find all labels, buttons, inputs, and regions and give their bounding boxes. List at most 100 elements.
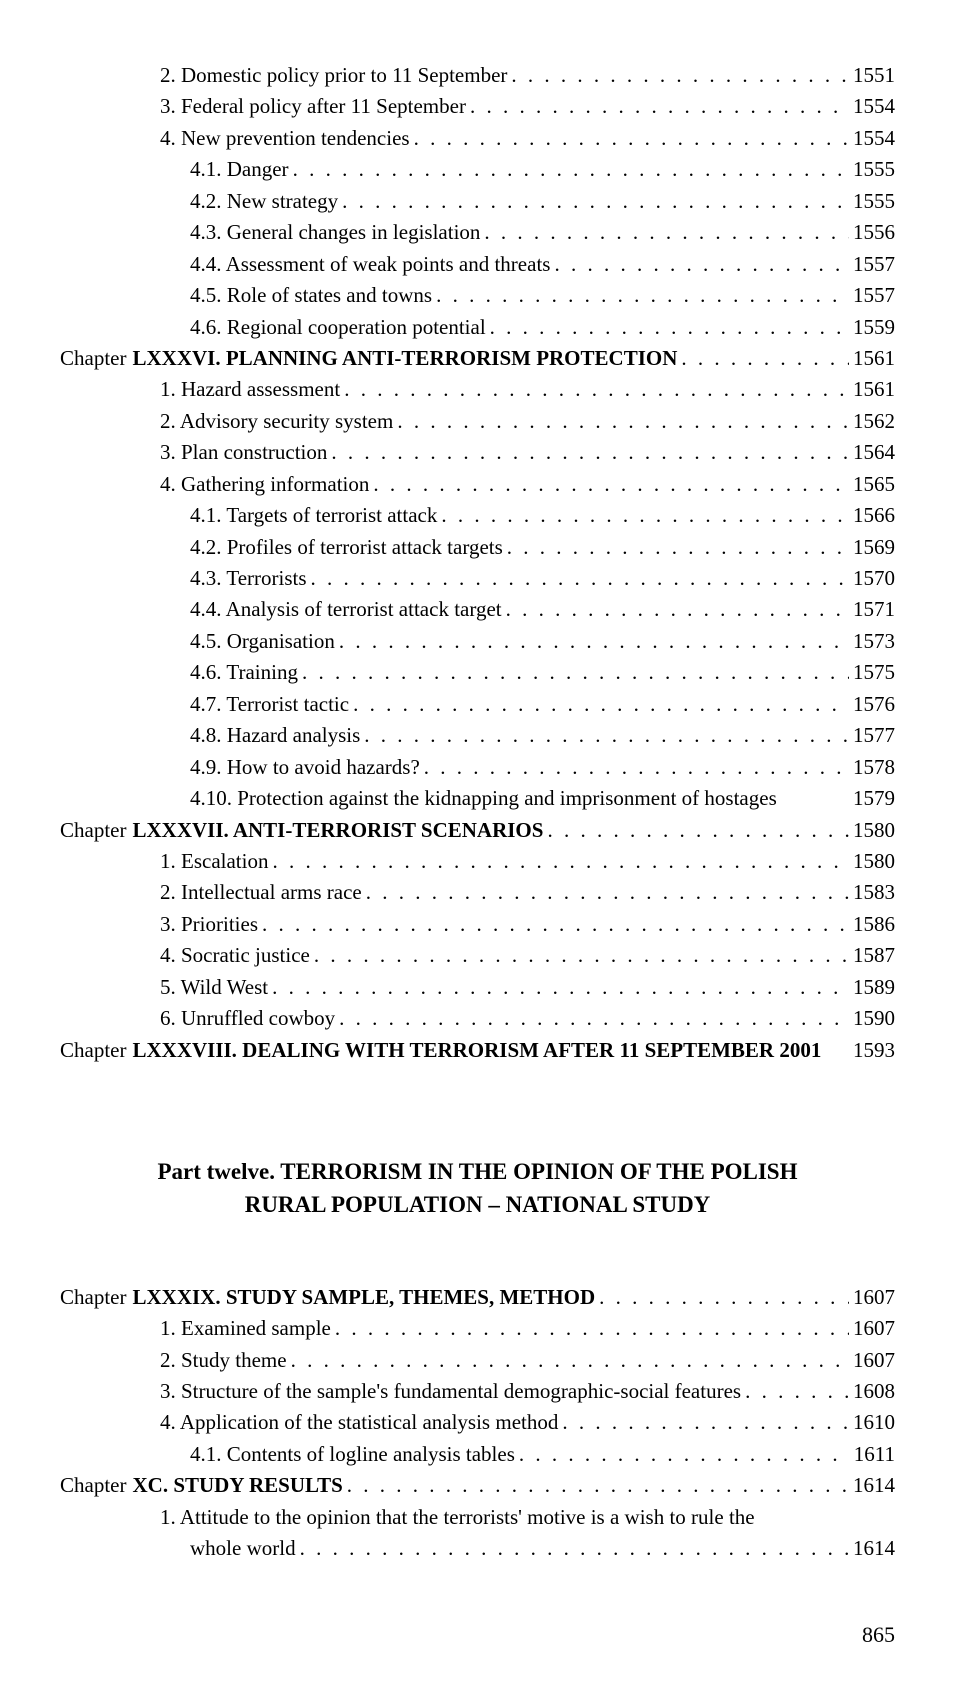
toc-entry-title: 4.1. Contents of logline analysis tables xyxy=(190,1439,515,1469)
part-heading: Part twelve. TERRORISM IN THE OPINION OF… xyxy=(60,1155,895,1222)
toc-entry: 2. Advisory security system. . . . . . .… xyxy=(60,406,895,436)
toc-leader-dots: . . . . . . . . . . . . . . . . . . . . … xyxy=(595,1282,849,1312)
toc-entry-title: LXXXVI. PLANNING ANTI-TERRORISM PROTECTI… xyxy=(132,343,677,373)
toc-entry: 5. Wild West. . . . . . . . . . . . . . … xyxy=(60,972,895,1002)
toc-entry: 3. Plan construction. . . . . . . . . . … xyxy=(60,437,895,467)
toc-entry: 4.2. New strategy. . . . . . . . . . . .… xyxy=(60,186,895,216)
toc-entry-title: 4.2. New strategy xyxy=(190,186,338,216)
toc-leader-dots: . . . . . . . . . . . . . . . . . . . . … xyxy=(550,249,849,279)
toc-entry-title: 2. Advisory security system xyxy=(160,406,393,436)
toc-entry: 3. Federal policy after 11 September. . … xyxy=(60,91,895,121)
toc-entry-title: 4. Gathering information xyxy=(160,469,369,499)
toc-entry: 4.3. Terrorists. . . . . . . . . . . . .… xyxy=(60,563,895,593)
toc-entry: 2. Intellectual arms race. . . . . . . .… xyxy=(60,877,895,907)
toc-entry-page: 1587 xyxy=(849,940,895,970)
toc-entry: 4. Socratic justice. . . . . . . . . . .… xyxy=(60,940,895,970)
toc-leader-dots: . . . . . . . . . . . . . . . . . . . . … xyxy=(741,1376,849,1406)
toc-entry-page: 1565 xyxy=(849,469,895,499)
toc-entry-title: 4.6. Training xyxy=(190,657,298,687)
toc-leader-dots: . . . . . . . . . . . . . . . . . . . . … xyxy=(349,689,849,719)
toc-leader-dots: . . . . . . . . . . . . . . . . . . . . … xyxy=(338,186,849,216)
toc-entry-title: 1. Examined sample xyxy=(160,1313,331,1343)
toc-entry: 4.4. Analysis of terrorist attack target… xyxy=(60,594,895,624)
toc-entry-page: 1586 xyxy=(849,909,895,939)
toc-entry-page: 1566 xyxy=(849,500,895,530)
toc-entry-page: 1576 xyxy=(849,689,895,719)
toc-leader-dots: . . . . . . . . . . . . . . . . . . . . … xyxy=(515,1439,850,1469)
page-number: 865 xyxy=(60,1619,895,1651)
toc-leader-dots: . . . . . . . . . . . . . . . . . . . . … xyxy=(289,154,849,184)
toc-leader-dots: . . . . . . . . . . . . . . . . . . . . … xyxy=(343,1470,849,1500)
toc-entry-page: 1611 xyxy=(850,1439,895,1469)
toc-entry-page: 1577 xyxy=(849,720,895,750)
toc-entry-title: XC. STUDY RESULTS xyxy=(132,1470,342,1500)
toc-entry-page: 1561 xyxy=(849,343,895,373)
toc-entry-page: 1562 xyxy=(849,406,895,436)
toc-entry-page: 1569 xyxy=(849,532,895,562)
toc-leader-dots: . . . . . . . . . . . . . . . . . . . . … xyxy=(360,720,849,750)
toc-entry-title: 4.1. Danger xyxy=(190,154,289,184)
toc-leader-dots: . . . . . . . . . . . . . . . . . . . . … xyxy=(340,374,849,404)
toc-entry-prefix: Chapter xyxy=(60,815,132,845)
toc-entry: Chapter LXXXVIII. DEALING WITH TERRORISM… xyxy=(60,1035,895,1065)
toc-entry-title: 4.5. Role of states and towns xyxy=(190,280,432,310)
toc-entry-page: 1614 xyxy=(849,1533,895,1563)
toc-section-top: 2. Domestic policy prior to 11 September… xyxy=(60,60,895,1065)
toc-entry-title: 4. Application of the statistical analys… xyxy=(160,1407,558,1437)
toc-entry-title: 4.7. Terrorist tactic xyxy=(190,689,349,719)
toc-entry-title: LXXXVII. ANTI-TERRORIST SCENARIOS xyxy=(132,815,543,845)
toc-entry: 4.6. Regional cooperation potential. . .… xyxy=(60,312,895,342)
toc-entry: 4.9. How to avoid hazards?. . . . . . . … xyxy=(60,752,895,782)
toc-leader-dots: . . . . . . . . . . . . . . . . . . . . … xyxy=(558,1407,849,1437)
toc-entry-page: 1551 xyxy=(849,60,895,90)
toc-entry-page: 1575 xyxy=(849,657,895,687)
toc-entry: Chapter LXXXVII. ANTI-TERRORIST SCENARIO… xyxy=(60,815,895,845)
toc-entry-title: 4.4. Analysis of terrorist attack target xyxy=(190,594,502,624)
toc-entry: 4.7. Terrorist tactic. . . . . . . . . .… xyxy=(60,689,895,719)
toc-entry-page: 1580 xyxy=(849,846,895,876)
toc-entry-title: 2. Intellectual arms race xyxy=(160,877,362,907)
toc-entry-prefix: Chapter xyxy=(60,1470,132,1500)
toc-leader-dots: . . . . . . . . . . . . . . . . . . . . … xyxy=(480,217,849,247)
toc-entry: 4.1. Danger. . . . . . . . . . . . . . .… xyxy=(60,154,895,184)
toc-entry-page: 1570 xyxy=(849,563,895,593)
toc-leader-dots: . . . . . . . . . . . . . . . . . . . . … xyxy=(486,312,849,342)
toc-leader-dots: . . . . . . . . . . . . . . . . . . . . … xyxy=(298,657,849,687)
toc-entry-page: 1559 xyxy=(849,312,895,342)
toc-entry-title: 1. Escalation xyxy=(160,846,268,876)
toc-entry-title: 4. New prevention tendencies xyxy=(160,123,410,153)
toc-entry-page: 1578 xyxy=(849,752,895,782)
toc-entry-prefix: Chapter xyxy=(60,1282,132,1312)
toc-entry-prefix: Chapter xyxy=(60,1035,132,1065)
toc-entry-title: 3. Federal policy after 11 September xyxy=(160,91,466,121)
toc-entry-title: 4. Socratic justice xyxy=(160,940,310,970)
toc-entry: 1. Hazard assessment. . . . . . . . . . … xyxy=(60,374,895,404)
toc-entry-title: 4.3. General changes in legislation xyxy=(190,217,480,247)
toc-entry: Chapter LXXXVI. PLANNING ANTI-TERRORISM … xyxy=(60,343,895,373)
part-heading-line2: RURAL POPULATION – NATIONAL STUDY xyxy=(245,1192,711,1217)
toc-leader-dots: . . . . . . . . . . . . . . . . . . . . … xyxy=(362,877,849,907)
toc-leader-dots: . . . . . . . . . . . . . . . . . . . . … xyxy=(507,60,849,90)
toc-entry: Chapter LXXXIX. STUDY SAMPLE, THEMES, ME… xyxy=(60,1282,895,1312)
toc-leader-dots: . . . . . . . . . . . . . . . . . . . . … xyxy=(432,280,849,310)
toc-entry-page: 1580 xyxy=(849,815,895,845)
toc-leader-dots: . . . . . . . . . . . . . . . . . . . . … xyxy=(268,846,849,876)
toc-entry-page: 1555 xyxy=(849,154,895,184)
toc-entry-page: 1583 xyxy=(849,877,895,907)
toc-leader-dots: . . . . . . . . . . . . . . . . . . . . … xyxy=(393,406,849,436)
toc-leader-dots: . . . . . . . . . . . . . . . . . . . . … xyxy=(310,940,849,970)
toc-leader-dots: . . . . . . . . . . . . . . . . . . . . … xyxy=(543,815,849,845)
toc-entry-title: 4.10. Protection against the kidnapping … xyxy=(190,783,777,813)
toc-entry-title: 2. Study theme xyxy=(160,1345,287,1375)
toc-entry-page: 1571 xyxy=(849,594,895,624)
toc-leader-dots: . . . . . . . . . . . . . . . . . . . . … xyxy=(503,532,849,562)
toc-section-bottom: Chapter LXXXIX. STUDY SAMPLE, THEMES, ME… xyxy=(60,1282,895,1501)
toc-entry-title: 4.1. Targets of terrorist attack xyxy=(190,500,437,530)
toc-entry: 6. Unruffled cowboy. . . . . . . . . . .… xyxy=(60,1003,895,1033)
toc-entry-page: 1556 xyxy=(849,217,895,247)
toc-entry-title: 4.6. Regional cooperation potential xyxy=(190,312,486,342)
toc-entry-title: 1. Attitude to the opinion that the terr… xyxy=(160,1502,755,1532)
toc-entry-page: 1579 xyxy=(849,783,895,813)
toc-entry-page: 1555 xyxy=(849,186,895,216)
toc-leader-dots: . . . . . . . . . . . . . . . . . . . . … xyxy=(296,1533,849,1563)
